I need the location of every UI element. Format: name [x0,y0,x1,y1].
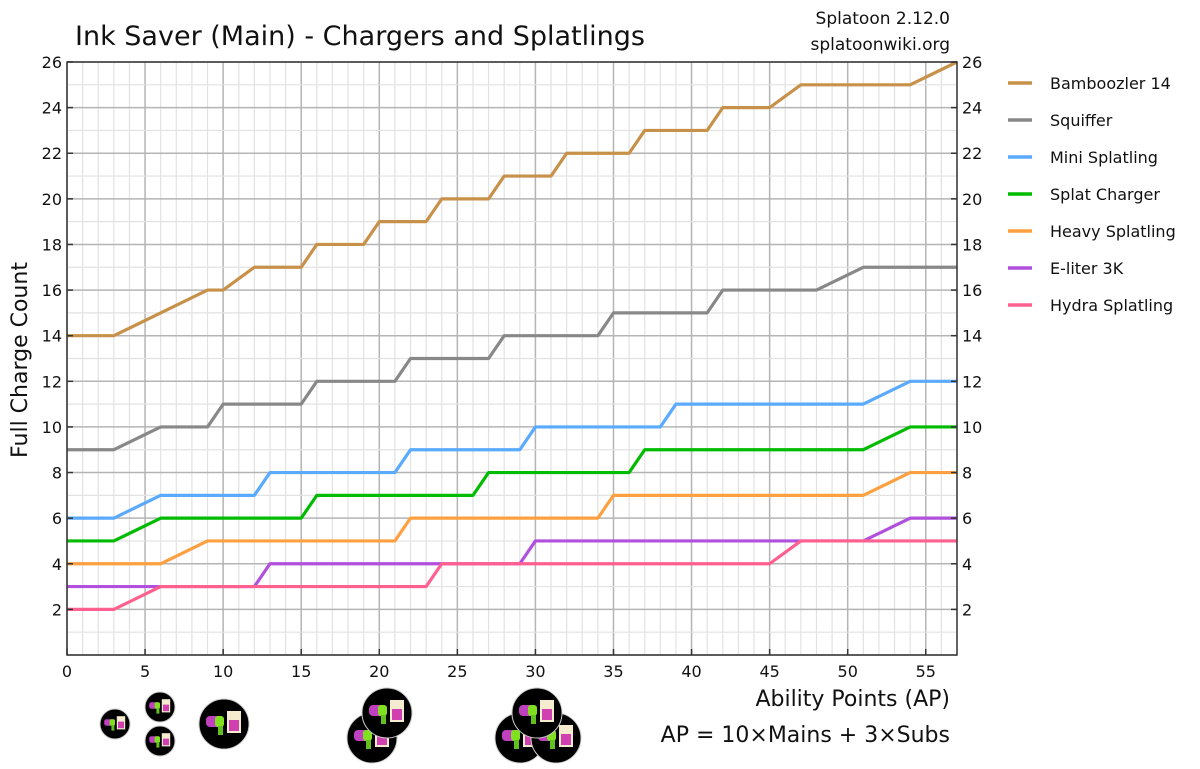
ink-gun-highlight [378,705,387,716]
ink-gun-handle [550,740,555,749]
ink-tank-fill [525,734,535,745]
y-tick-label-right: 24 [962,99,982,118]
y-tick-label-left: 22 [42,144,62,163]
ink-gun-handle [156,708,160,714]
y-tick-label-left: 16 [42,281,62,300]
ink-tank-fill [163,738,169,746]
y-tick-label-left: 14 [42,327,62,346]
y-tick-label-left: 6 [52,509,62,528]
y-tick-label-right: 20 [962,190,982,209]
ink-saver-main-icon [144,725,176,757]
plot-frame [66,61,958,656]
ink-tank-fill [377,734,387,745]
x-tick-label: 10 [213,662,233,681]
ink-gun-highlight [154,702,160,709]
y-tick-label-left: 24 [42,99,62,118]
ink-gun-handle [111,725,115,731]
ink-tank-fill [542,709,552,720]
ink-tank-fill [229,720,239,731]
ink-gun-highlight [109,719,115,726]
ink-gun-handle [531,715,536,724]
x-tick-label: 45 [759,662,779,681]
x-tick-label: 50 [838,662,858,681]
ink-tank-fill [118,721,124,729]
legend-label: E-liter 3K [1050,259,1124,278]
y-tick-label-left: 2 [52,600,62,619]
series-line-e-liter-3k [67,516,957,589]
x-tick-label: 15 [291,662,311,681]
ink-gun-handle [156,742,160,748]
ink-gun-highlight [528,705,537,716]
ink-gun-handle [514,740,519,749]
legend-label: Mini Splatling [1050,148,1158,167]
y-tick-label-left: 18 [42,235,62,254]
legend-label: Heavy Splatling [1050,222,1176,241]
x-axis-formula: AP = 10×Mains + 3×Subs [661,723,950,748]
ink-gun-highlight [363,730,372,741]
y-tick-label-right: 6 [962,509,972,528]
ink-tank-fill [561,734,571,745]
series-line-bamboozler-14 [67,60,958,338]
y-tick-label-left: 12 [42,372,62,391]
ink-saver-main-icon [511,687,563,739]
x-tick-label: 40 [681,662,701,681]
y-tick-label-right: 26 [962,53,982,72]
ability-icons [99,687,582,764]
x-tick-label: 20 [369,662,389,681]
grid [66,61,958,656]
y-tick-label-right: 12 [962,372,982,391]
y-tick-label-right: 10 [962,418,982,437]
y-tick-label-right: 14 [962,327,982,346]
ink-tank-fill [392,709,402,720]
y-tick-label-left: 8 [52,464,62,483]
y-tick-label-left: 26 [42,53,62,72]
series-line-splat-charger [67,425,957,543]
series-lines [67,60,958,611]
ink-saver-main-icon [144,691,176,723]
ink-gun-handle [218,726,223,735]
y-tick-label-left: 10 [42,418,62,437]
x-tick-label: 25 [447,662,467,681]
chart-title: Ink Saver (Main) - Chargers and Splatlin… [75,21,645,52]
y-tick-label-left: 20 [42,190,62,209]
ink-gun-highlight [154,736,160,743]
series-line-hydra-splatling [67,539,957,611]
ink-saver-main-icon [361,687,413,739]
ink-gun-highlight [215,716,224,727]
ink-gun-handle [366,740,371,749]
legend-label: Squiffer [1050,111,1113,130]
legend-label: Hydra Splatling [1050,296,1173,315]
ink-gun-highlight [511,730,520,741]
y-axis-label: Full Charge Count [8,262,33,458]
x-tick-label: 0 [62,662,72,681]
series-line-squiffer [67,265,957,452]
x-axis-label: Ability Points (AP) [755,687,950,712]
ink-saver-main-icon [99,708,131,740]
series-line-heavy-splatling [67,470,957,566]
legend-label: Splat Charger [1050,185,1160,204]
source-version: Splatoon 2.12.0 [816,9,950,29]
y-tick-label-right: 22 [962,144,982,163]
y-tick-label-left: 4 [52,555,62,574]
ink-tank-fill [163,704,169,712]
ink-gun-handle [381,715,386,724]
legend: Bamboozler 14 Squiffer Mini Splatling Splat… [1008,74,1176,315]
x-tick-label: 30 [525,662,545,681]
y-tick-label-right: 18 [962,235,982,254]
y-tick-label-right: 8 [962,464,972,483]
series-line-mini-splatling [67,379,957,520]
x-tick-label: 5 [140,662,150,681]
ink-saver-main-icon [198,698,250,750]
y-tick-label-right: 2 [962,600,972,619]
legend-label: Bamboozler 14 [1050,74,1171,93]
source-site: splatoonwiki.org [810,35,950,55]
x-tick-label: 55 [916,662,936,681]
y-tick-label-right: 4 [962,555,972,574]
y-tick-label-right: 16 [962,281,982,300]
x-tick-label: 35 [603,662,623,681]
